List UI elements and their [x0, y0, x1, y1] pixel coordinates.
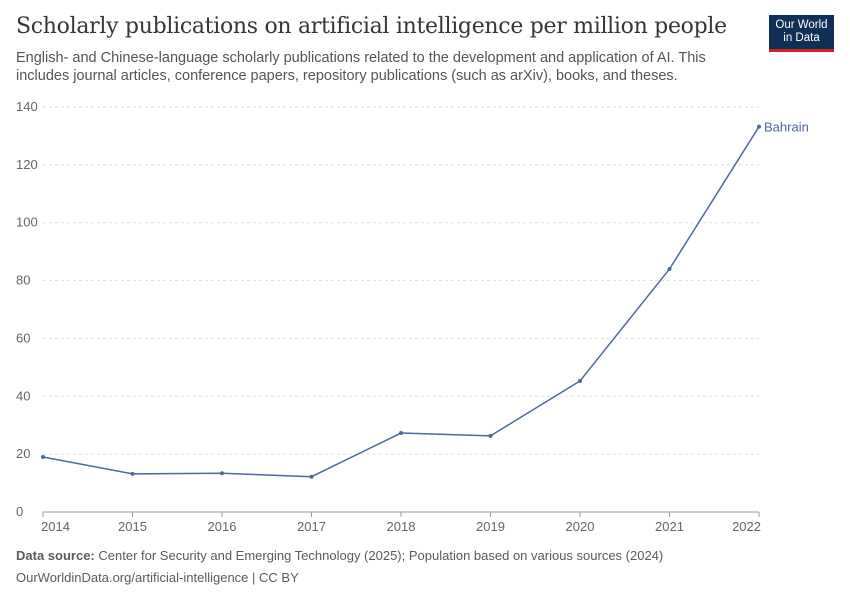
x-tick-label: 2021: [655, 519, 684, 534]
x-tick-label: 2015: [118, 519, 147, 534]
x-tick-label: 2016: [208, 519, 237, 534]
y-tick-label: 120: [16, 157, 38, 172]
owid-logo[interactable]: Our World in Data: [769, 15, 834, 52]
data-point: [309, 474, 314, 479]
data-point: [667, 267, 672, 271]
data-point: [220, 471, 224, 476]
data-point: [130, 471, 135, 476]
source-text: Center for Security and Emerging Technol…: [98, 548, 664, 563]
logo-line1: Our World: [775, 19, 828, 31]
source-label: Data source:: [16, 548, 95, 563]
y-tick-label: 100: [16, 215, 38, 230]
data-point: [41, 455, 45, 460]
x-tick-label: 2019: [476, 519, 505, 534]
data-point: [578, 378, 582, 383]
y-tick-label: 40: [16, 388, 30, 403]
y-tick-label: 20: [16, 446, 30, 461]
data-point: [488, 433, 493, 438]
logo-line2: in Data: [783, 32, 820, 44]
y-tick-label: 60: [16, 330, 30, 345]
data-point: [757, 124, 761, 129]
y-tick-label: 140: [16, 99, 38, 114]
x-tick-label: 2022: [732, 519, 761, 534]
series-line: [42, 126, 760, 478]
x-tick-label: 2018: [387, 519, 416, 534]
y-tick-label: 80: [16, 273, 30, 288]
data-point: [399, 431, 403, 436]
chart-title: Scholarly publications on artificial int…: [16, 14, 727, 39]
series-label: Bahrain: [764, 120, 809, 135]
x-tick-label: 2014: [41, 519, 70, 534]
x-tick-label: 2020: [566, 519, 595, 534]
x-tick-label: 2017: [297, 519, 326, 534]
chart-subtitle: English- and Chinese-language scholarly …: [16, 50, 706, 84]
data-source: Data source: Center for Security and Eme…: [16, 548, 663, 563]
source-url[interactable]: OurWorldinData.org/artificial-intelligen…: [16, 570, 299, 585]
y-tick-label: 0: [16, 504, 23, 519]
